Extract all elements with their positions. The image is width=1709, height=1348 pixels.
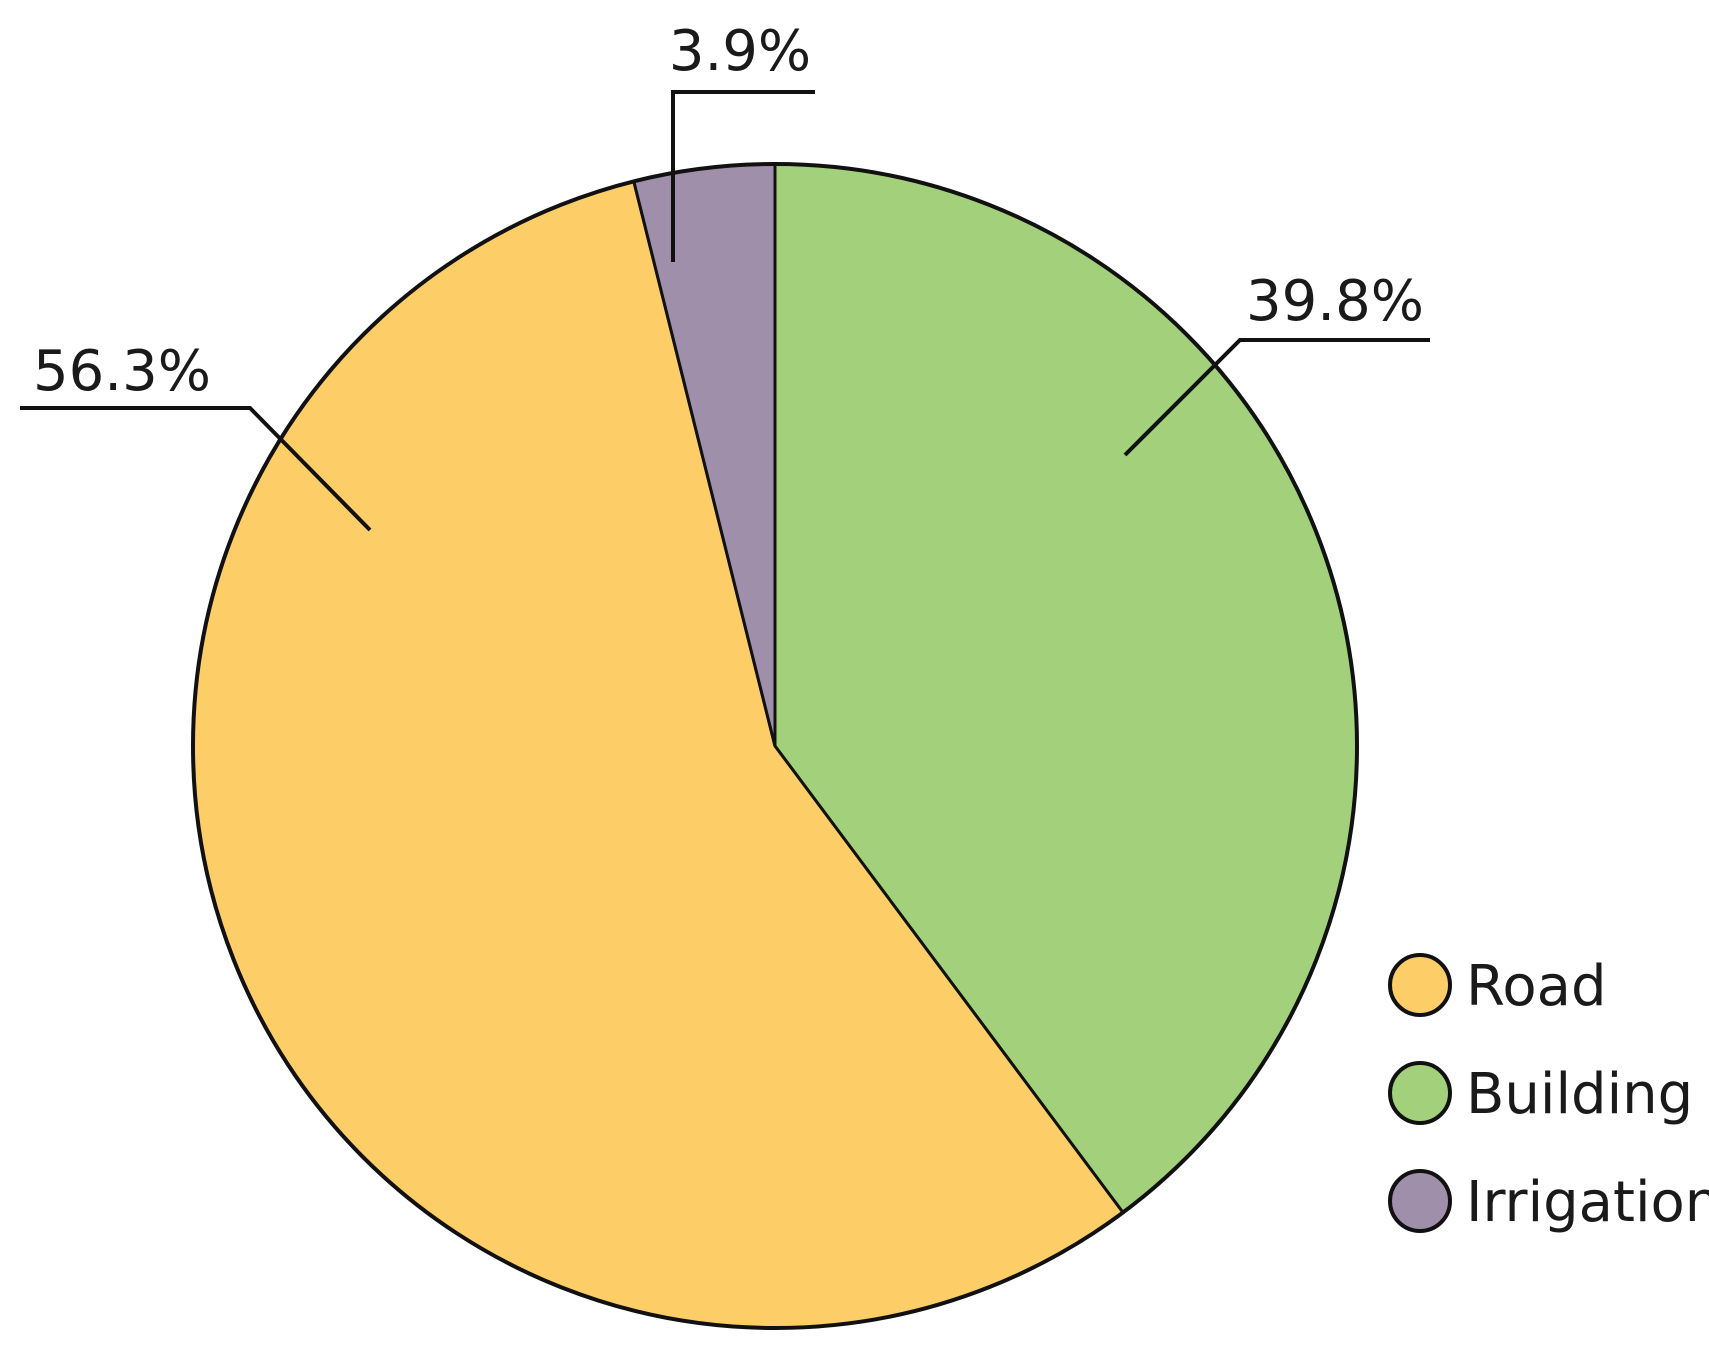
legend: Road Building Irrigation xyxy=(1388,953,1709,1235)
legend-item-building: Building xyxy=(1388,1061,1693,1127)
leader-line-road xyxy=(20,406,372,532)
legend-label-irrigation: Irrigation xyxy=(1466,1170,1709,1235)
legend-label-road: Road xyxy=(1466,954,1607,1019)
legend-item-road: Road xyxy=(1388,953,1607,1019)
legend-item-irrigation: Irrigation xyxy=(1388,1169,1709,1235)
leader-line-irrigation xyxy=(671,90,815,262)
legend-marker-irrigation xyxy=(1388,1169,1452,1233)
leader-line-building xyxy=(1123,338,1430,457)
legend-label-building: Building xyxy=(1466,1062,1693,1127)
data-label-building: 39.8% xyxy=(1246,269,1424,334)
data-label-irrigation: 3.9% xyxy=(669,19,811,84)
pie-slices xyxy=(191,162,1359,1330)
data-label-road: 56.3% xyxy=(33,339,211,404)
legend-marker-road xyxy=(1388,953,1452,1017)
leader-lines xyxy=(20,90,1430,532)
legend-marker-building xyxy=(1388,1061,1452,1125)
slice-labels: 39.8% 56.3% 3.9% xyxy=(33,19,1424,404)
pie-outline xyxy=(191,162,1359,1330)
